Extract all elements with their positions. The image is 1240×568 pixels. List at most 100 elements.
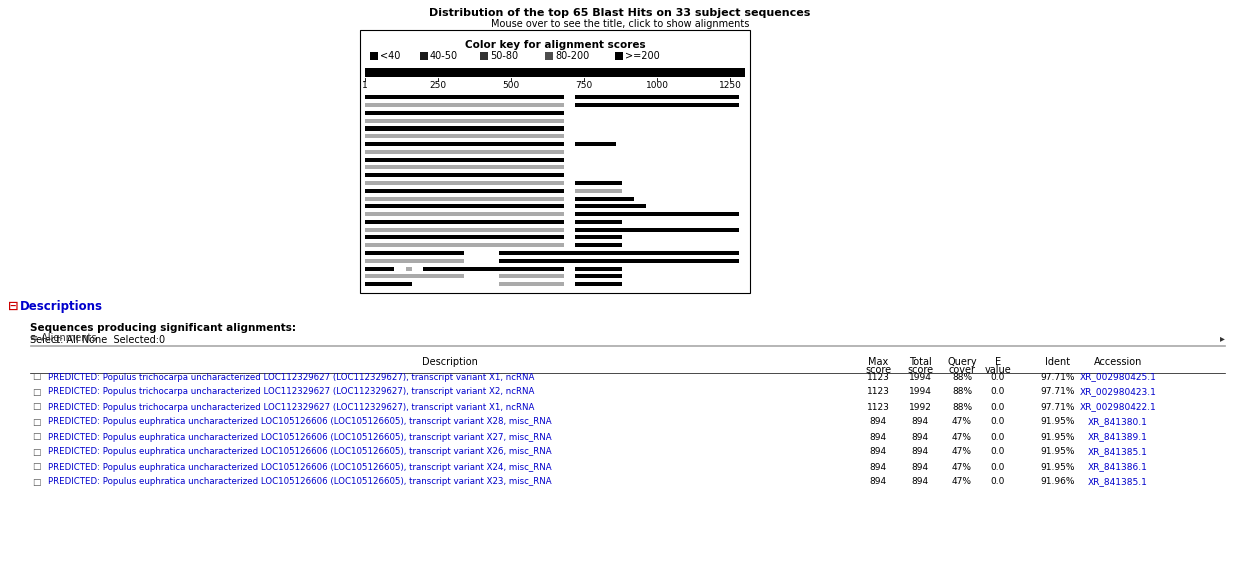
Bar — [365, 197, 564, 201]
Text: 1123: 1123 — [867, 403, 889, 411]
Text: 97.71%: 97.71% — [1040, 403, 1075, 411]
Bar — [365, 266, 394, 270]
Text: Mouse over to see the title, click to show alignments: Mouse over to see the title, click to sh… — [491, 19, 749, 29]
Bar — [575, 197, 634, 201]
Text: □: □ — [32, 448, 41, 457]
Bar — [365, 220, 564, 224]
Bar — [360, 30, 750, 293]
Bar — [365, 111, 564, 115]
Bar — [370, 52, 378, 60]
Bar — [575, 181, 622, 185]
Text: □: □ — [32, 403, 41, 411]
Bar — [575, 212, 739, 216]
Text: 97.71%: 97.71% — [1040, 373, 1075, 382]
Bar — [365, 274, 464, 278]
Text: 0.0: 0.0 — [991, 373, 1006, 382]
Bar — [365, 173, 564, 177]
Text: 91.96%: 91.96% — [1040, 478, 1075, 487]
Text: XR_841389.1: XR_841389.1 — [1087, 432, 1148, 441]
Bar — [575, 235, 622, 240]
Bar — [575, 103, 739, 107]
Bar — [365, 165, 564, 169]
Text: PREDICTED: Populus euphratica uncharacterized LOC105126606 (LOC105126605), trans: PREDICTED: Populus euphratica uncharacte… — [48, 462, 552, 471]
Bar — [423, 266, 564, 270]
Text: Sequences producing significant alignments:: Sequences producing significant alignmen… — [30, 323, 296, 333]
Text: >=200: >=200 — [625, 51, 660, 61]
Bar — [405, 266, 412, 270]
Bar — [365, 157, 564, 162]
Text: □: □ — [32, 417, 41, 427]
Bar — [575, 204, 646, 208]
Text: 894: 894 — [869, 417, 887, 427]
Text: 47%: 47% — [952, 432, 972, 441]
Text: Description: Description — [422, 357, 477, 367]
Bar — [365, 243, 564, 247]
Text: 91.95%: 91.95% — [1040, 432, 1075, 441]
Bar — [365, 259, 464, 263]
Text: score: score — [866, 365, 892, 375]
Text: Max: Max — [868, 357, 888, 367]
Bar — [365, 212, 564, 216]
Text: 894: 894 — [911, 478, 929, 487]
Text: 894: 894 — [911, 432, 929, 441]
Text: □: □ — [32, 478, 41, 487]
Text: 97.71%: 97.71% — [1040, 387, 1075, 396]
Text: E: E — [994, 357, 1001, 367]
Text: PREDICTED: Populus trichocarpa uncharacterized LOC112329627 (LOC112329627), tran: PREDICTED: Populus trichocarpa uncharact… — [48, 373, 534, 382]
Text: Accession: Accession — [1094, 357, 1142, 367]
Text: 80-200: 80-200 — [556, 51, 589, 61]
Bar — [615, 52, 622, 60]
Text: PREDICTED: Populus euphratica uncharacterized LOC105126606 (LOC105126605), trans: PREDICTED: Populus euphratica uncharacte… — [48, 448, 552, 457]
Text: 750: 750 — [575, 81, 593, 90]
Bar — [575, 95, 739, 99]
Text: 0.0: 0.0 — [991, 403, 1006, 411]
Bar — [575, 274, 622, 278]
Text: 91.95%: 91.95% — [1040, 417, 1075, 427]
Bar — [546, 52, 553, 60]
Bar — [365, 228, 564, 232]
Text: 91.95%: 91.95% — [1040, 448, 1075, 457]
Text: value: value — [985, 365, 1012, 375]
Bar — [365, 95, 564, 99]
Text: XR_841385.1: XR_841385.1 — [1087, 448, 1148, 457]
Text: 894: 894 — [911, 448, 929, 457]
Text: 0.0: 0.0 — [991, 432, 1006, 441]
Text: 88%: 88% — [952, 373, 972, 382]
Text: 91.95%: 91.95% — [1040, 462, 1075, 471]
Text: ⊟: ⊟ — [7, 300, 19, 313]
Bar — [575, 142, 616, 146]
Text: 0.0: 0.0 — [991, 462, 1006, 471]
Text: cover: cover — [949, 365, 976, 375]
Bar — [365, 142, 564, 146]
Bar — [575, 220, 622, 224]
Text: 894: 894 — [911, 417, 929, 427]
Text: 47%: 47% — [952, 417, 972, 427]
Text: <40: <40 — [379, 51, 401, 61]
Text: XR_841380.1: XR_841380.1 — [1087, 417, 1148, 427]
Bar — [575, 282, 622, 286]
Text: 1000: 1000 — [646, 81, 668, 90]
Text: 50-80: 50-80 — [490, 51, 518, 61]
Text: 1992: 1992 — [909, 403, 931, 411]
Text: 1250: 1250 — [719, 81, 742, 90]
Text: 47%: 47% — [952, 462, 972, 471]
Text: 1123: 1123 — [867, 387, 889, 396]
Bar — [500, 282, 564, 286]
Text: 88%: 88% — [952, 403, 972, 411]
Text: 1123: 1123 — [867, 373, 889, 382]
Text: Descriptions: Descriptions — [20, 300, 103, 313]
Bar — [365, 134, 564, 139]
Text: 500: 500 — [502, 81, 520, 90]
Text: □: □ — [32, 387, 41, 396]
Bar — [365, 103, 564, 107]
Text: PREDICTED: Populus euphratica uncharacterized LOC105126606 (LOC105126605), trans: PREDICTED: Populus euphratica uncharacte… — [48, 417, 552, 427]
Text: 0.0: 0.0 — [991, 448, 1006, 457]
Text: XR_002980422.1: XR_002980422.1 — [1080, 403, 1157, 411]
Text: PREDICTED: Populus euphratica uncharacterized LOC105126606 (LOC105126605), trans: PREDICTED: Populus euphratica uncharacte… — [48, 478, 552, 487]
Text: 894: 894 — [869, 432, 887, 441]
Text: Select: All None  Selected:0: Select: All None Selected:0 — [30, 335, 165, 345]
Bar — [575, 228, 739, 232]
Text: □: □ — [32, 432, 41, 441]
Text: Query: Query — [947, 357, 977, 367]
Text: XR_841386.1: XR_841386.1 — [1087, 462, 1148, 471]
